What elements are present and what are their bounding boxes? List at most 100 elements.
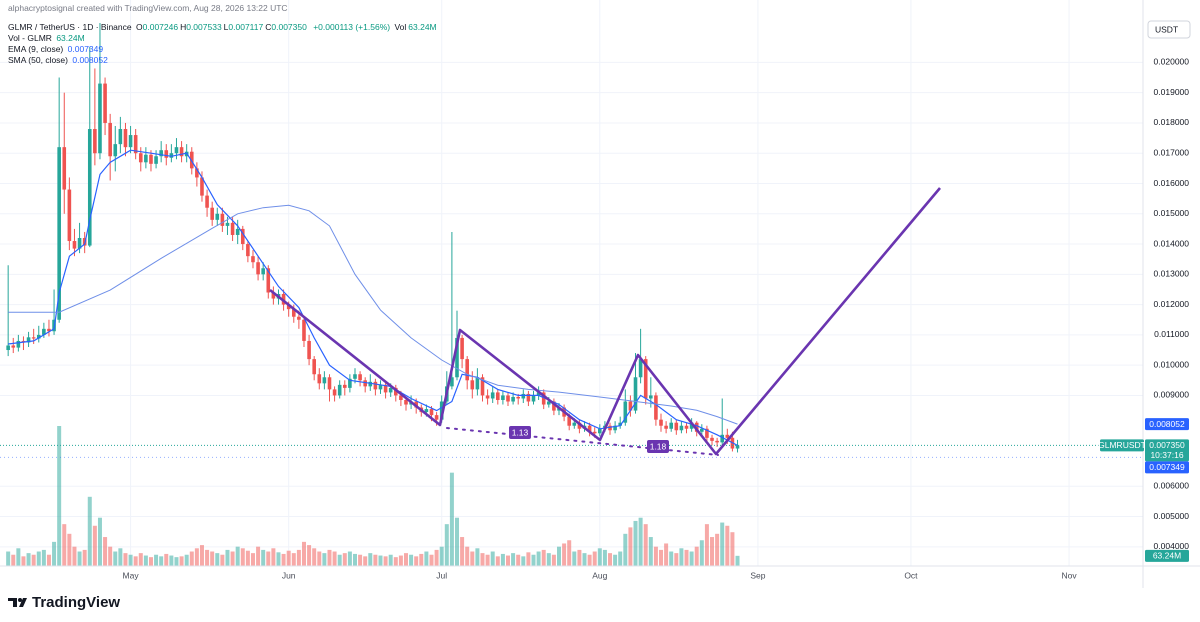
candle-body xyxy=(638,359,643,378)
volume-bar xyxy=(6,551,11,566)
candle-body xyxy=(725,434,730,438)
candle-body xyxy=(154,156,158,164)
volume-name: Vol - GLMR xyxy=(8,33,52,43)
x-tick-label: Jun xyxy=(282,570,296,580)
ohlc-key: L xyxy=(223,22,229,32)
volume-bar xyxy=(470,551,475,566)
volume-bar xyxy=(72,546,77,566)
candle-body xyxy=(592,431,597,434)
volume-bar xyxy=(398,555,403,566)
ema-badge-bg xyxy=(1145,461,1189,474)
volume-bar xyxy=(659,549,664,566)
ticker-badge: GLMRUSDT xyxy=(1098,440,1146,450)
candle-body xyxy=(694,422,699,432)
volume-bar xyxy=(694,546,699,566)
candle-body xyxy=(679,425,684,431)
volume-bar xyxy=(205,549,210,566)
volume-bar xyxy=(215,553,220,566)
volume-bar xyxy=(669,551,674,566)
candle-body xyxy=(434,415,439,420)
candle-body xyxy=(240,228,245,245)
candle-body xyxy=(307,340,311,360)
candle-body xyxy=(133,135,138,154)
volume-bar xyxy=(31,554,36,566)
volume-bar xyxy=(597,548,602,566)
currency: USDT xyxy=(1155,24,1178,34)
candle-body xyxy=(710,437,714,441)
candle-body xyxy=(531,395,536,402)
volume-bar xyxy=(220,554,225,566)
volume-value: 63.24M xyxy=(56,33,85,43)
candle-body xyxy=(210,207,214,220)
candle-body xyxy=(649,395,653,399)
sma-value: 0.008052 xyxy=(72,55,108,65)
volume-value: 63.24M xyxy=(408,22,437,32)
candle-body xyxy=(200,177,204,196)
y-tick-label: 0.016000 xyxy=(1154,178,1190,188)
volume-bar xyxy=(41,549,46,566)
currency-box[interactable] xyxy=(1147,20,1191,39)
volume-bar xyxy=(689,551,694,566)
volume-badge: 63.24M xyxy=(1153,551,1181,561)
volume-bar xyxy=(97,517,102,566)
volume-bar xyxy=(16,548,21,566)
volume-bar xyxy=(82,549,87,566)
candle-body xyxy=(608,425,612,431)
volume-bar xyxy=(235,546,240,566)
sma-name: SMA (50, close) xyxy=(8,55,68,65)
volume-bar xyxy=(57,426,62,566)
candle-body xyxy=(552,401,556,411)
volume-bar xyxy=(582,553,587,566)
candles xyxy=(6,23,740,453)
candle-body xyxy=(322,377,327,384)
volume-bar xyxy=(77,551,82,566)
volume-key: Vol xyxy=(394,22,407,32)
volume-badge-bg xyxy=(1145,549,1189,562)
volume-bar xyxy=(557,546,562,566)
candle-body xyxy=(516,396,521,399)
volume-bar xyxy=(52,541,57,566)
candle-body xyxy=(271,292,276,299)
volume-bar xyxy=(623,533,628,566)
candle-body xyxy=(628,401,633,411)
volume-bar xyxy=(164,553,169,566)
candle-body xyxy=(36,334,41,339)
volume-bar xyxy=(567,540,572,566)
candle-body xyxy=(149,154,153,164)
candle-body xyxy=(327,377,332,390)
volume-bar xyxy=(138,553,143,566)
candle-body xyxy=(506,395,510,402)
ohlc-key: C xyxy=(265,22,272,32)
volume-legend: Vol - GLMR 63.24M xyxy=(8,33,87,43)
x-tick-label: Jul xyxy=(436,570,447,580)
volume-bar xyxy=(664,543,669,566)
ohlc-value: 0.007350 xyxy=(271,22,307,32)
candle-body xyxy=(118,129,123,145)
volume-bar xyxy=(429,554,434,566)
volume-bar xyxy=(210,551,215,566)
x-tick-label: Sep xyxy=(750,570,765,580)
volume-bar xyxy=(679,548,684,566)
candle-body xyxy=(567,416,572,426)
x-tick-label: Aug xyxy=(592,570,607,580)
y-tick-label: 0.013000 xyxy=(1154,269,1190,279)
pattern-drawing xyxy=(269,187,941,456)
candle-body xyxy=(541,392,546,405)
candle-body xyxy=(521,393,526,399)
candle-body xyxy=(103,83,107,123)
candle-body xyxy=(62,147,67,190)
symbol-legend: GLMR / TetherUS · 1D · Binance O0.007246… xyxy=(8,22,439,32)
volume-bar xyxy=(526,552,531,566)
volume-bar xyxy=(424,551,429,566)
volume-bar xyxy=(378,555,383,566)
sma-badge: 0.008052 xyxy=(1149,419,1185,429)
volume-bar xyxy=(276,552,281,566)
volume-bar xyxy=(500,553,505,566)
candle-body xyxy=(57,147,61,320)
ticker-badge-bg xyxy=(1100,439,1144,452)
ratio-box xyxy=(509,426,531,439)
volume-bar xyxy=(322,553,327,566)
volume-bar xyxy=(465,546,470,566)
candle-body xyxy=(93,129,97,154)
